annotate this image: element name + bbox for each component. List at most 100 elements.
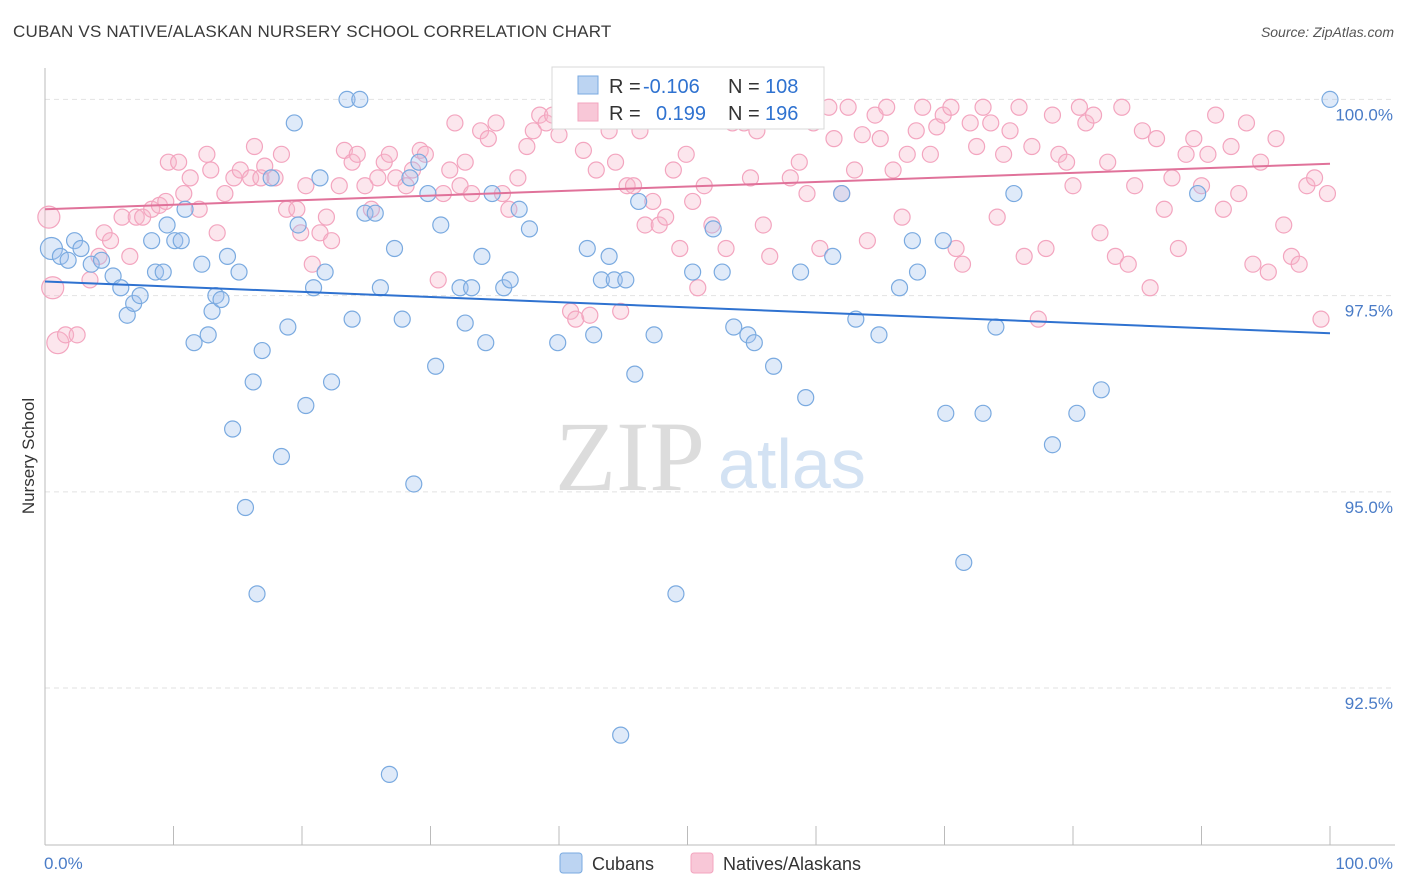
cuban-point — [890, 279, 909, 297]
native-point — [1237, 114, 1256, 132]
native-point — [216, 184, 234, 203]
native-point — [1163, 169, 1181, 187]
native-point — [380, 145, 398, 163]
cuban-point — [833, 184, 851, 203]
native-point — [170, 153, 188, 171]
native-point — [1214, 200, 1232, 218]
natives-n-label: N = — [728, 103, 760, 125]
cuban-point — [158, 216, 176, 234]
cuban-point — [316, 263, 334, 281]
native-point — [754, 216, 772, 234]
cuban-point — [456, 314, 474, 332]
cuban-point — [224, 420, 242, 438]
cuban-point — [1092, 381, 1110, 399]
native-point — [441, 161, 459, 179]
cuban-point — [463, 279, 481, 297]
native-point — [297, 177, 315, 195]
native-point — [322, 232, 341, 250]
native-point — [811, 239, 829, 258]
y-axis-label: Nursery School — [19, 398, 38, 514]
native-point — [624, 177, 643, 195]
cuban-point — [203, 302, 221, 320]
cuban-point — [59, 251, 77, 269]
native-point — [429, 271, 447, 289]
source-label: Source: ZipAtlas.com — [1260, 24, 1394, 40]
native-point — [113, 208, 131, 226]
cubans-swatch — [577, 75, 599, 95]
cuban-point — [143, 232, 161, 250]
native-point — [968, 137, 986, 156]
native-point — [684, 192, 702, 211]
native-point — [961, 114, 979, 132]
cuban-point — [549, 334, 567, 352]
native-point — [356, 177, 374, 195]
native-point — [446, 114, 464, 132]
native-point — [272, 145, 291, 163]
natives-r-value: 0.199 — [656, 103, 706, 125]
cuban-point — [297, 396, 315, 415]
native-point — [479, 130, 497, 148]
cuban-point — [112, 279, 130, 297]
watermark: ZIP atlas — [555, 401, 866, 512]
cuban-point — [212, 290, 230, 309]
cuban-point — [520, 220, 539, 238]
native-point — [878, 98, 896, 116]
cuban-point — [272, 447, 291, 466]
cuban-point — [401, 169, 419, 187]
native-point — [612, 302, 630, 320]
native-point — [198, 145, 216, 163]
native-point — [317, 208, 336, 226]
cuban-point — [1005, 184, 1023, 203]
native-point — [953, 255, 972, 273]
legend-natives-label: Natives/Alaskans — [723, 854, 861, 874]
native-point — [581, 306, 599, 324]
native-point — [741, 169, 760, 187]
cuban-point — [824, 247, 842, 265]
native-point — [717, 239, 735, 258]
cuban-point — [1068, 404, 1086, 422]
cuban-point — [230, 263, 248, 281]
cuban-point — [371, 279, 389, 297]
cuban-point — [199, 326, 217, 344]
native-point — [898, 145, 916, 163]
stats-legend: R = -0.106 N = 108 R = 0.199 N = 196 — [551, 66, 825, 130]
native-point — [1185, 130, 1203, 148]
native-point — [524, 122, 542, 140]
native-point — [397, 177, 415, 195]
cuban-point — [236, 498, 255, 517]
cuban-point — [279, 318, 297, 336]
native-point — [456, 153, 474, 171]
cuban-point — [592, 271, 611, 289]
natives-trend-line — [44, 162, 1331, 211]
cuban-point — [501, 271, 519, 289]
cuban-point — [311, 169, 329, 187]
watermark-atlas: atlas — [718, 425, 866, 503]
cuban-point — [427, 357, 445, 375]
native-point — [907, 122, 925, 140]
legend-cubans-swatch — [559, 852, 583, 874]
native-point — [1259, 263, 1277, 281]
native-point — [245, 137, 264, 156]
cubans-r-value: -0.106 — [643, 76, 700, 98]
native-point — [1119, 255, 1137, 273]
cuban-point — [166, 232, 184, 250]
y-tick-labels: 100.0% 97.5% 95.0% 92.5% — [1335, 105, 1393, 713]
cuban-point — [338, 90, 356, 108]
cuban-point — [1189, 184, 1207, 203]
x-tick-label-max: 100.0% — [1335, 854, 1393, 873]
native-point — [1015, 247, 1033, 265]
cuban-point — [185, 334, 203, 352]
cuban-point — [285, 114, 303, 132]
watermark-zip: ZIP — [555, 401, 705, 512]
native-point — [1057, 153, 1076, 171]
native-point — [1037, 239, 1055, 258]
native-point — [266, 169, 284, 187]
y-tick-label: 92.5% — [1345, 694, 1393, 713]
cuban-point — [617, 271, 635, 289]
native-point — [1312, 310, 1330, 328]
native-point — [434, 184, 452, 203]
native-point — [487, 114, 505, 132]
cuban-point — [578, 239, 596, 258]
cuban-point — [510, 200, 528, 218]
cuban-point — [393, 310, 411, 328]
